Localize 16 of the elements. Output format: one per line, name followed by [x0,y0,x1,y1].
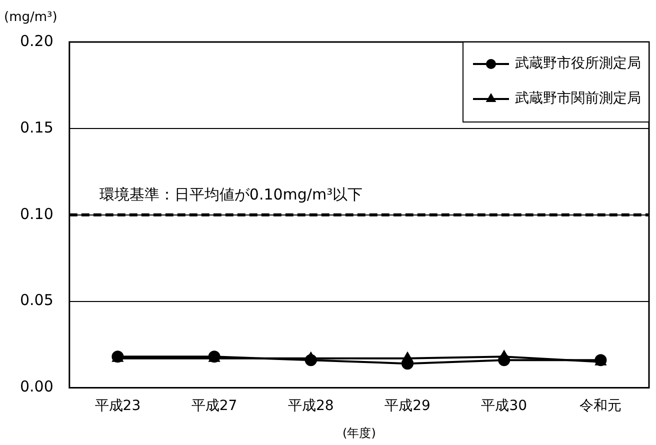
legend-label: 武蔵野市役所測定局 [515,56,641,72]
y-axis-title: (mg/m³) [4,10,58,25]
y-tick-label: 0.00 [20,378,54,396]
x-tick-label: 平成28 [288,398,334,414]
y-tick-label: 0.15 [20,118,54,136]
x-tick-label: 平成29 [384,398,430,414]
x-axis-title: (年度) [342,426,376,440]
ref-line-label: 環境基準：日平均値が0.10mg/m³以下 [99,185,363,204]
x-tick-label: 平成27 [191,398,238,414]
x-tick-label: 平成30 [481,398,528,414]
y-tick-label: 0.05 [20,291,54,310]
y-tick-label: 0.20 [20,32,54,50]
legend-label: 武蔵野市関前測定局 [515,90,641,107]
y-tick-label: 0.10 [20,204,54,223]
x-tick-label: 平成23 [94,398,141,414]
x-tick-label: 令和元 [580,398,622,414]
